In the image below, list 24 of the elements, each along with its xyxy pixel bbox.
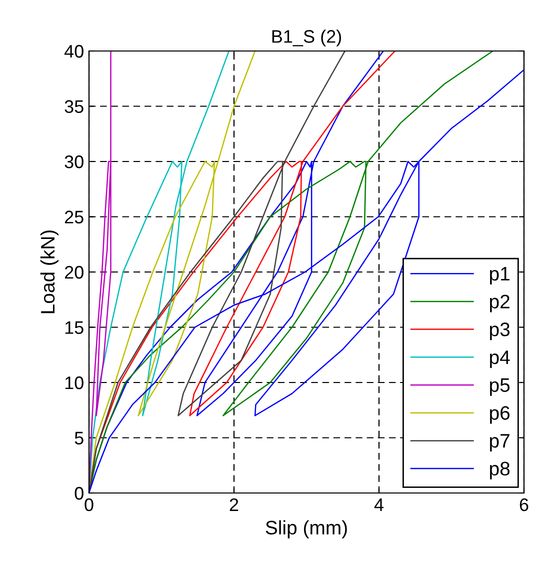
legend-label: p6 [490,406,510,424]
x-tick-label: 4 [374,498,384,511]
legend-label: p3 [490,322,510,340]
legend-label: p1 [490,267,510,284]
y-tick-label: 0 [74,486,84,500]
legend-label: p8 [490,462,510,480]
y-tick-label: 5 [74,432,84,444]
legend-label: p4 [490,350,510,368]
y-tick-label: 20 [64,266,84,279]
y-tick-label: 15 [65,321,84,334]
y-tick-label: 10 [65,376,84,390]
legend-label: p5 [490,378,510,396]
legend-label: p7 [490,434,510,452]
y-tick-label: 30 [64,155,84,168]
x-tick-label: 2 [230,498,238,511]
x-axis-title: Slip (mm) [266,520,347,538]
y-tick-label: 25 [64,210,84,224]
x-tick-label: 6 [520,498,528,512]
chart-title: B1_S (2) [272,30,342,46]
x-tick-label: 0 [84,498,94,512]
legend-label: p2 [490,294,510,312]
y-tick-label: 35 [64,100,84,113]
y-axis-title: Load (kN) [40,230,58,314]
y-tick-label: 40 [64,44,84,58]
